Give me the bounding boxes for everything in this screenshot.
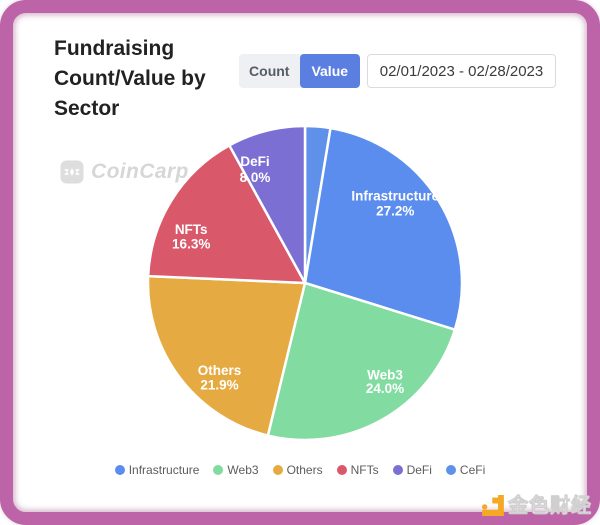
svg-text:24.0%: 24.0% xyxy=(366,381,404,396)
svg-text:Infrastructure: Infrastructure xyxy=(351,189,439,204)
svg-text:21.9%: 21.9% xyxy=(200,378,238,393)
svg-text:8.0%: 8.0% xyxy=(240,170,271,185)
svg-text:27.2%: 27.2% xyxy=(376,204,414,219)
svg-text:16.3%: 16.3% xyxy=(172,237,210,252)
svg-text:NFTs: NFTs xyxy=(175,222,208,237)
svg-text:DeFi: DeFi xyxy=(240,154,269,169)
svg-text:Others: Others xyxy=(198,363,242,378)
